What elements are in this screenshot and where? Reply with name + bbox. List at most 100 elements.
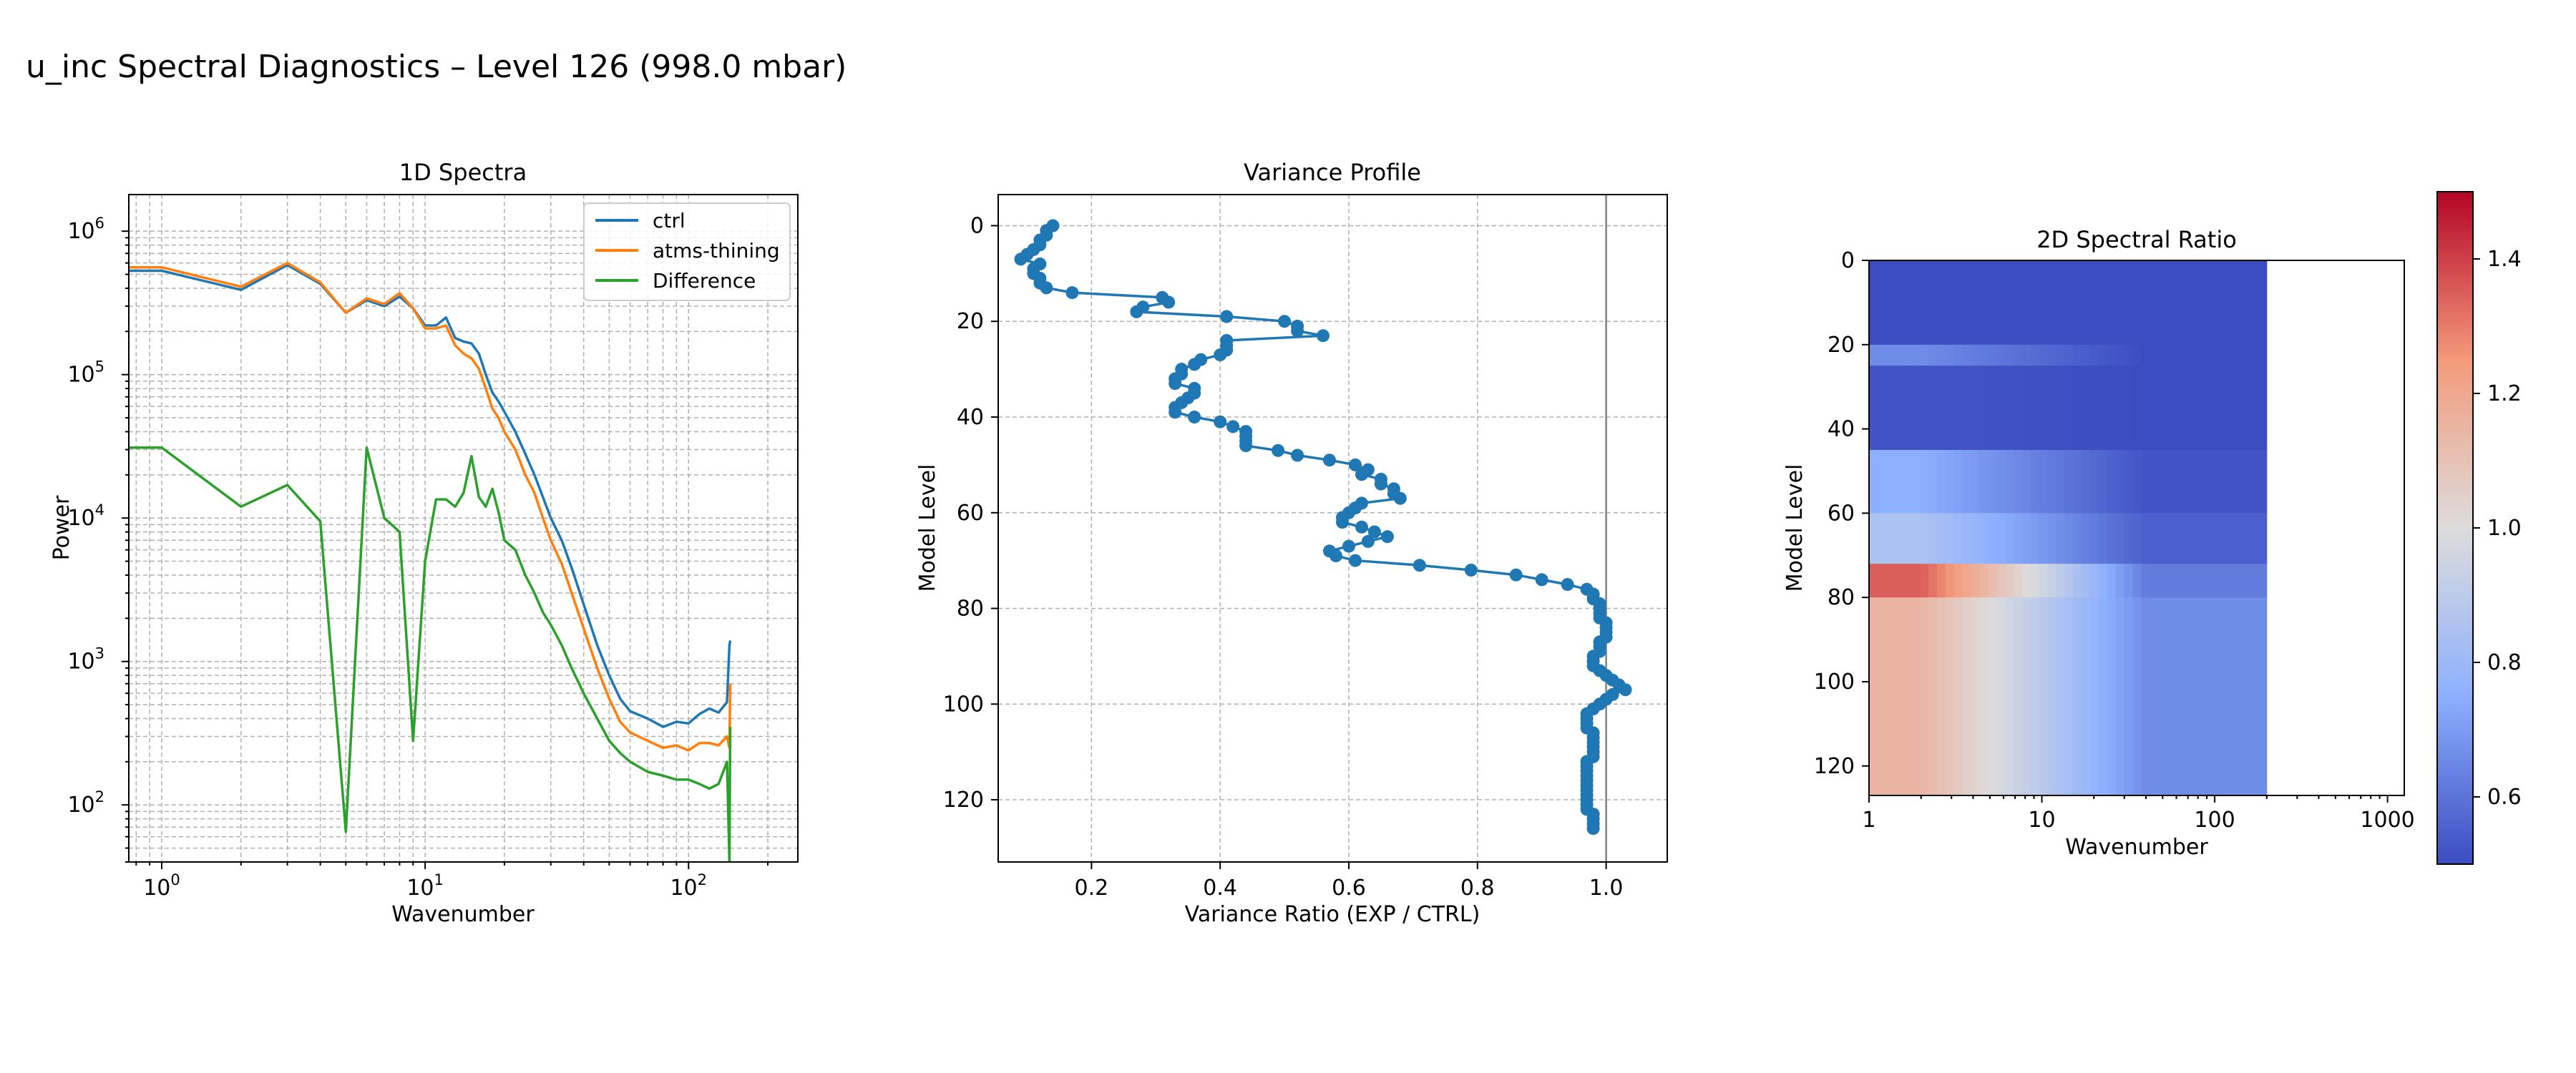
heatmap-cell [2192,450,2202,514]
variance-point [1393,491,1407,505]
heatmap-cell [1877,450,1887,514]
heatmap-cell [2099,513,2108,564]
spectral-ratio-ytick-label: 120 [1814,754,1855,779]
heatmap-cell [1885,564,1896,598]
heatmap-cell [2175,597,2185,796]
spectral-ratio-ytick-label: 40 [1828,417,1855,442]
heatmap-cell [1953,344,1963,366]
heatmap-cell [1971,260,1981,346]
heatmap-cell [2132,366,2142,451]
heatmap-cell [2107,450,2117,514]
spectral-ratio-ylabel: Model Level [1782,464,1807,592]
heatmap-cell [2183,597,2193,796]
heatmap-cell [2082,366,2091,451]
heatmap-cell [2005,344,2014,366]
heatmap-cell [2039,366,2049,451]
heatmap-cell [1996,597,2006,796]
figure-title: u_inc Spectral Diagnostics – Level 126 (… [26,49,847,85]
variance-ytick-label: 100 [943,692,984,717]
heatmap-cell [2141,513,2150,564]
heatmap-cell [2030,260,2040,346]
heatmap-cell [2141,564,2150,598]
heatmap-cell [2175,513,2185,564]
variance-ytick-label: 120 [943,788,984,813]
heatmap-cell [2192,513,2202,564]
heatmap-cell [2022,260,2031,346]
heatmap-cell [2243,513,2253,564]
variance-point [1188,411,1201,423]
spectral-ratio-xtick-label: 1000 [2360,808,2414,833]
colorbar-gradient [2436,191,2474,865]
spectra-series-difference [129,446,732,862]
spectral-ratio-frame [1868,260,2405,796]
heatmap-cell [2073,450,2082,514]
heatmap-cell [2183,344,2193,366]
heatmap-cell [2243,564,2253,598]
heatmap-cell [2047,260,2057,346]
heatmap-cell [2090,366,2099,451]
spectral-ratio-ytick-label: 80 [1828,585,1855,610]
colorbar-tick-label: 1.4 [2487,247,2522,272]
heatmap-cell [2192,260,2202,346]
variance-point [1374,477,1387,491]
heatmap-cell [1885,450,1896,514]
heatmap-cell [2014,513,2023,564]
heatmap-cell [1988,366,1997,451]
variance-point [1349,458,1362,471]
heatmap-cell [2167,366,2176,451]
heatmap-cell [2251,366,2261,451]
heatmap-cell [1869,564,1878,598]
heatmap-cell [1894,564,1904,598]
heatmap-cell [1946,450,1955,514]
spectra-legend: ctrl atms-thining Difference [583,202,791,301]
heatmap-cell [1877,513,1887,564]
heatmap-cell [2175,344,2185,366]
heatmap-cell [1911,450,1921,514]
heatmap-cell [2056,450,2065,514]
heatmap-cell [2090,513,2099,564]
variance-point [1317,329,1330,343]
heatmap-cell [2158,513,2167,564]
heatmap-cell [1877,564,1887,598]
heatmap-cell [2200,344,2210,366]
variance-ticks: 0.2 0.4 0.6 0.8 1.0 0 20 40 60 80 100 120 [943,213,1624,901]
heatmap-cell [2192,597,2202,796]
heatmap-cell [2073,513,2082,564]
heatmap-cell [2150,450,2159,514]
heatmap-cell [2218,513,2227,564]
heatmap-cell [1971,597,1981,796]
heatmap-cell [2235,344,2244,366]
heatmap-cell [1988,597,1997,796]
heatmap-cell [2030,366,2040,451]
heatmap-cell [2141,344,2150,366]
heatmap-cell [2099,450,2108,514]
heatmap-cell [2209,597,2218,796]
heatmap-cell [1928,450,1938,514]
variance-point [1214,348,1227,362]
variance-point [1323,454,1336,467]
legend-label-atms: atms-thining [653,239,780,263]
heatmap-cell [2183,260,2193,346]
heatmap-cell [2235,513,2244,564]
heatmap-cell [2014,344,2023,366]
spectra-ytick-label: 103 [67,645,104,675]
heatmap-cell [2167,260,2176,346]
heatmap-cell [2030,564,2040,598]
variance-point [1413,559,1426,572]
heatmap-cell [2218,260,2227,346]
heatmap-cell [2056,513,2065,564]
heatmap-cell [1996,513,2006,564]
variance-point [1342,539,1355,553]
heatmap-cell [2115,597,2125,796]
variance-point [1291,324,1304,338]
spectra-ytick-label: 104 [67,501,104,531]
heatmap-cell [2056,260,2065,346]
spectra-xtick-label: 101 [406,871,444,901]
heatmap-cell [1877,260,1887,346]
heatmap-cell [2030,450,2040,514]
spectral-ratio-ytick-label: 60 [1828,501,1855,526]
variance-point [1535,573,1548,587]
heatmap-cell [1962,597,1972,796]
heatmap-cell [2183,366,2193,451]
spectral-ratio-ytick-label: 20 [1828,333,1855,358]
